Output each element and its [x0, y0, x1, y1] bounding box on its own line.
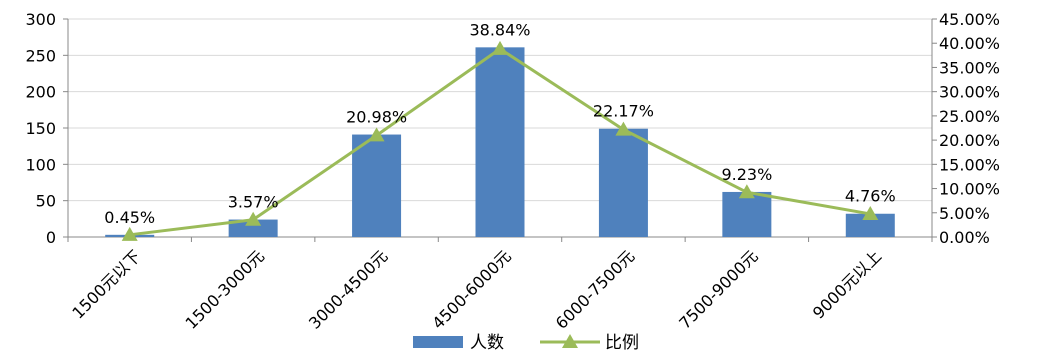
bar [352, 134, 402, 237]
line-marker [368, 127, 385, 142]
legend-swatch-marker [562, 334, 578, 348]
legend-label-bar: 人数 [470, 333, 504, 353]
category-label: 1500元以下 [68, 246, 144, 322]
line-marker [492, 40, 508, 55]
data-label: 3.57% [228, 193, 279, 212]
right-tick-label: 20.00% [939, 131, 1000, 150]
right-axis-ticks: 0.00% 5.00% 10.00% 15.00% 20.00% 25.00% 30.00%… [932, 10, 1000, 247]
category-labels: 1500元以下 1500-3000元 3000-4500元 4500-6000元 600… [68, 246, 885, 332]
right-tick-label: 25.00% [939, 107, 1000, 126]
data-labels: 0.45% 3.57% 20.98% 38.84% 22.17% 9.23% 4.76% [104, 20, 895, 226]
left-tick-label: 250 [25, 46, 56, 65]
bar [228, 219, 278, 237]
left-axis-ticks: 0 50 100 150 200 250 300 [25, 10, 68, 247]
right-tick-label: 40.00% [939, 34, 1000, 53]
left-tick-label: 150 [25, 119, 56, 138]
left-tick-label: 0 [46, 228, 56, 247]
left-tick-label: 100 [25, 155, 56, 174]
category-label: 3000-4500元 [305, 246, 391, 332]
right-tick-label: 0.00% [939, 228, 990, 247]
category-label: 4500-6000元 [428, 246, 514, 332]
line-marker [615, 121, 632, 136]
data-label: 38.84% [469, 20, 530, 39]
data-label: 20.98% [346, 108, 407, 127]
category-label: 1500-3000元 [182, 246, 268, 332]
legend: 人数 比例 [413, 333, 639, 353]
right-tick-label: 15.00% [939, 155, 1000, 174]
right-tick-label: 30.00% [939, 83, 1000, 102]
left-tick-label: 50 [36, 192, 56, 211]
line-series [121, 40, 879, 241]
data-label: 9.23% [721, 165, 772, 184]
line-marker [245, 211, 262, 226]
bar [475, 47, 525, 238]
category-label: 6000-7500元 [552, 246, 638, 332]
left-tick-label: 200 [25, 83, 56, 102]
category-label: 9000元以上 [809, 246, 885, 322]
line-marker [862, 205, 879, 220]
legend-swatch-bar [413, 336, 463, 348]
bar-series [105, 47, 895, 238]
bar [845, 213, 895, 237]
right-tick-label: 45.00% [939, 10, 1000, 29]
bar [722, 191, 772, 237]
right-tick-label: 10.00% [939, 180, 1000, 199]
line-marker [121, 226, 138, 241]
legend-label-line: 比例 [605, 333, 639, 353]
right-tick-label: 5.00% [939, 204, 990, 223]
data-label: 0.45% [104, 208, 155, 227]
left-tick-label: 300 [25, 10, 56, 29]
data-label: 22.17% [593, 102, 654, 121]
right-tick-label: 35.00% [939, 58, 1000, 77]
data-label: 4.76% [845, 187, 896, 206]
bar [598, 128, 648, 237]
category-label: 7500-9000元 [675, 246, 761, 332]
line-marker [738, 184, 755, 199]
